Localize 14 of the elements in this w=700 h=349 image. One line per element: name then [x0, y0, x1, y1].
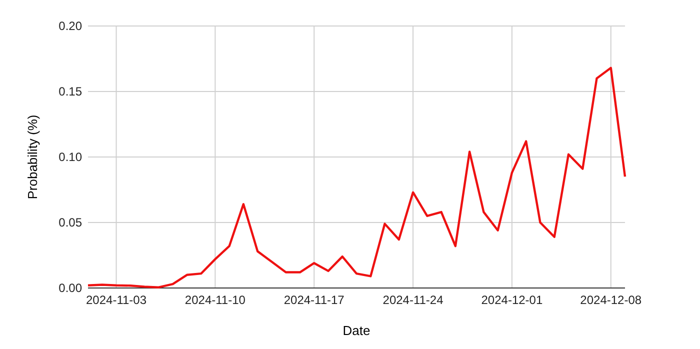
x-tick-label: 2024-12-08 — [580, 293, 642, 307]
y-tick-label: 0.00 — [58, 281, 82, 295]
y-tick-label: 0.10 — [58, 150, 82, 164]
y-tick-label: 0.05 — [58, 216, 82, 230]
x-axis-title: Date — [342, 323, 370, 338]
line-series — [86, 66, 626, 288]
x-tick-label: 2024-11-03 — [86, 293, 147, 307]
y-tick-label: 0.20 — [58, 19, 82, 33]
x-tick-label: 2024-11-10 — [184, 293, 246, 307]
y-axis-title: Probability (%) — [25, 114, 40, 200]
x-tick-label: 2024-11-17 — [284, 293, 345, 307]
x-tick-label: 2024-12-01 — [481, 293, 543, 307]
x-tick-label: 2024-11-24 — [382, 293, 444, 307]
y-tick-label: 0.15 — [58, 84, 82, 98]
